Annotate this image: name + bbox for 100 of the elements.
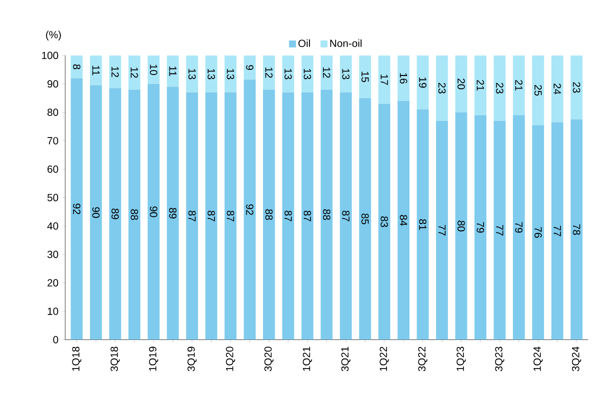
bar [455, 112, 468, 340]
x-tick-label: 1Q20 [226, 346, 236, 371]
bar [166, 55, 179, 87]
data-label: 92 [246, 204, 254, 215]
bar [301, 55, 314, 92]
bar [186, 55, 198, 92]
bar [512, 55, 525, 116]
data-label: 15 [361, 72, 369, 82]
data-label: 11 [92, 66, 100, 76]
data-label: 88 [322, 209, 330, 220]
bar [494, 120, 506, 340]
x-tick-label: 3Q20 [264, 346, 274, 372]
x-tick-label: 1Q18 [72, 346, 82, 371]
data-label: 17 [380, 74, 388, 85]
data-label: 88 [130, 209, 138, 220]
data-label: 19 [419, 77, 426, 88]
y-tick-label: 60 [48, 165, 58, 173]
bar [282, 92, 294, 340]
bar [359, 98, 372, 340]
data-label: 87 [342, 210, 350, 222]
bar [320, 55, 333, 90]
data-label: 87 [208, 210, 215, 222]
data-label: 77 [496, 224, 504, 236]
data-label: 13 [342, 68, 350, 80]
data-label: 12 [130, 67, 138, 78]
x-tick-label: 3Q23 [495, 346, 504, 372]
data-label: 24 [554, 84, 561, 94]
bar [70, 78, 83, 340]
bar [320, 90, 333, 340]
x-tick-label: 1Q23 [456, 346, 466, 371]
x-tick-label: 1Q22 [380, 346, 389, 371]
x-tick-label: 3Q18 [110, 346, 120, 372]
data-label: 90 [92, 207, 100, 218]
data-label: 23 [572, 82, 580, 93]
bar [340, 55, 352, 92]
data-label: 87 [284, 210, 292, 222]
bar [436, 55, 448, 121]
data-label: 87 [304, 210, 312, 222]
bar [263, 55, 275, 90]
x-tick-label: 1Q19 [149, 346, 158, 371]
data-label: 8 [73, 64, 80, 70]
bar [494, 55, 506, 121]
data-label: 12 [323, 67, 330, 78]
data-label: 83 [380, 216, 388, 227]
bar [570, 55, 583, 120]
bar [551, 122, 564, 340]
bar [340, 92, 352, 340]
bar [301, 92, 314, 340]
data-label: 13 [304, 68, 312, 80]
x-tick-label: 3Q19 [187, 346, 197, 372]
bar [378, 104, 390, 340]
bar [224, 92, 236, 340]
bar [109, 55, 122, 88]
bar [148, 84, 160, 340]
bar [128, 90, 140, 340]
data-label: 21 [515, 80, 522, 90]
bar [263, 90, 275, 340]
data-label: 78 [572, 224, 580, 235]
bar [455, 55, 468, 112]
data-label: 80 [458, 220, 465, 232]
y-tick-label: 40 [47, 222, 58, 230]
data-label: 13 [208, 68, 215, 80]
data-label: 76 [534, 227, 542, 238]
bar [90, 85, 102, 340]
data-label: 79 [515, 222, 523, 233]
data-label: 87 [188, 210, 196, 222]
legend-label: Non-oil [330, 39, 362, 47]
bar [436, 120, 448, 340]
data-label: 88 [265, 209, 273, 220]
bar [474, 55, 486, 116]
bar [474, 115, 486, 340]
data-label: 10 [150, 64, 158, 75]
data-label: 87 [226, 210, 234, 222]
bar [359, 55, 372, 98]
bar [570, 119, 583, 340]
data-label: 12 [112, 66, 119, 77]
bar [205, 55, 218, 92]
y-tick-label: 30 [47, 250, 58, 258]
y-tick-label: 50 [47, 194, 58, 202]
y-tick-label: 10 [48, 308, 58, 315]
data-label: 89 [169, 208, 176, 218]
bar [551, 55, 564, 122]
y-tick-label: 90 [48, 80, 58, 88]
data-label: 89 [111, 208, 119, 220]
bar [109, 88, 122, 340]
legend-label: Oil [298, 39, 310, 47]
data-label: 90 [150, 206, 158, 218]
data-label: 23 [496, 82, 504, 94]
bar [532, 125, 544, 340]
bar [398, 55, 410, 101]
data-label: 21 [476, 80, 484, 90]
y-tick-label: 70 [48, 137, 58, 144]
data-label: 13 [226, 68, 234, 80]
bar [186, 92, 198, 340]
data-label: 9 [246, 65, 254, 70]
data-label: 11 [169, 66, 176, 76]
data-label: 84 [400, 214, 408, 226]
data-label: 16 [400, 73, 408, 84]
x-tick-label: 1Q21 [302, 346, 312, 371]
data-label: 85 [361, 214, 369, 224]
